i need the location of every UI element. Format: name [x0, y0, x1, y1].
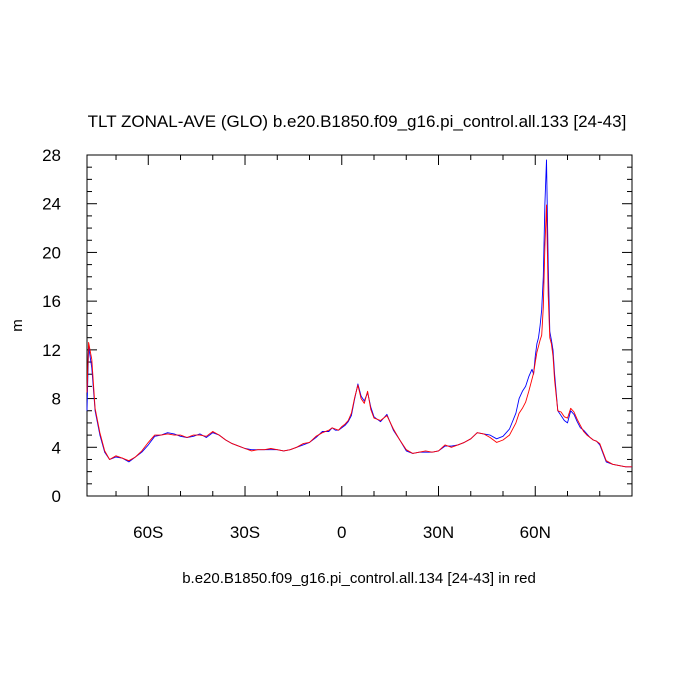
y-tick-labels: 0 4 8 12 16 20 24 28 — [42, 146, 61, 506]
x-axis-label: b.e20.B1850.f09_g16.pi_control.all.134 [… — [182, 570, 536, 587]
x-tick-label: 60S — [133, 523, 163, 542]
plot-frame — [86, 154, 633, 497]
series-layer — [86, 159, 632, 468]
series-line-1 — [86, 204, 632, 468]
x-tick-label: 0 — [337, 523, 346, 542]
x-tick-label: 30S — [230, 523, 260, 542]
y-tick-label: 8 — [52, 390, 61, 409]
chart-title: TLT ZONAL-AVE (GLO) b.e20.B1850.f09_g16.… — [88, 112, 627, 131]
x-tick-label: 60N — [520, 523, 551, 542]
plot-area — [86, 154, 633, 497]
y-tick-label: 16 — [42, 292, 61, 311]
y-tick-label: 28 — [42, 146, 61, 165]
x-tick-label: 30N — [423, 523, 454, 542]
y-tick-label: 0 — [52, 487, 61, 506]
x-tick-labels: 60S 30S 0 30N 60N — [133, 523, 551, 542]
y-axis-label: m — [9, 319, 26, 332]
y-tick-label: 12 — [42, 341, 61, 360]
series-line-0 — [86, 159, 632, 468]
y-tick-label: 20 — [42, 243, 61, 262]
axis-ticks — [87, 154, 633, 497]
y-tick-label: 24 — [42, 195, 61, 214]
y-tick-label: 4 — [52, 438, 61, 457]
